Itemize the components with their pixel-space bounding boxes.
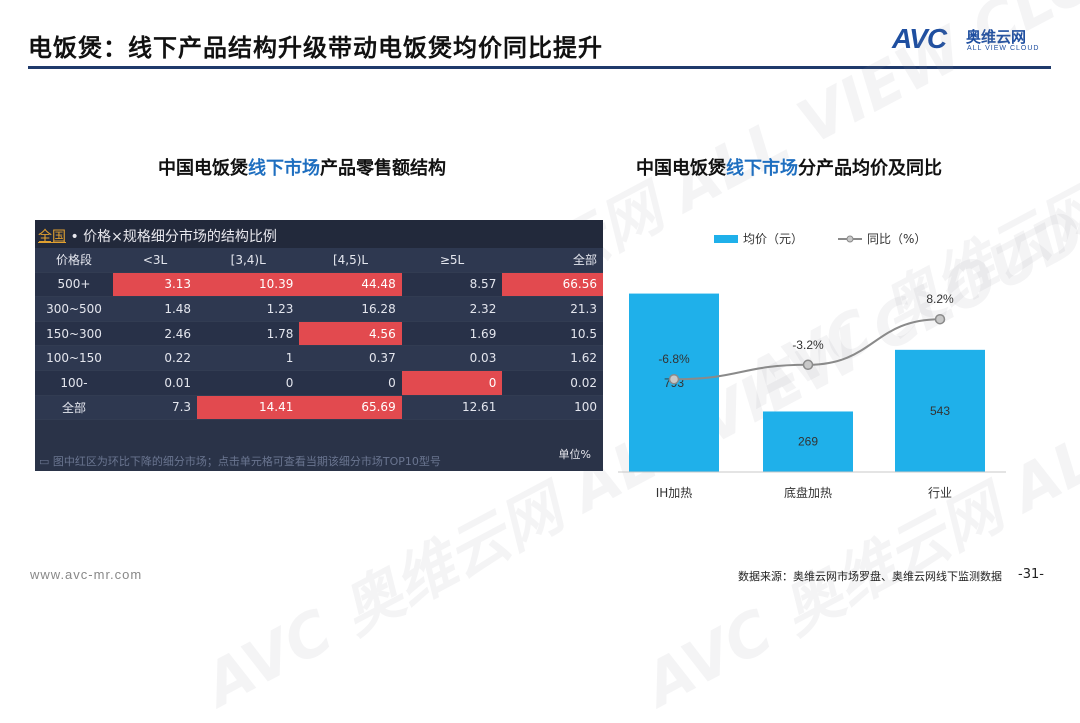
column-header: [3,4)L	[197, 248, 300, 273]
table-cell[interactable]: 16.28	[299, 296, 402, 322]
bar-2	[895, 349, 985, 472]
title-rule	[28, 66, 1051, 69]
row-label: 100-	[35, 370, 113, 396]
logo-en-text: ALL VIEW CLOUD	[967, 45, 1040, 52]
page-title: 电饭煲：线下产品结构升级带动电饭煲均价同比提升	[28, 34, 603, 62]
table-cell[interactable]: 10.39	[197, 272, 300, 298]
table-cell[interactable]: 1.69	[401, 321, 503, 347]
row-label: 300~500	[35, 296, 113, 322]
avg-price-chart: 均价（元）同比（%） 793269543 -6.8%-3.2%8.2% IH加热…	[618, 232, 1006, 500]
x-tick-label: 行业	[928, 486, 952, 500]
table-cell[interactable]: 10.5	[502, 321, 603, 347]
table-cell[interactable]: 0.01	[113, 370, 198, 396]
table-cell[interactable]: 3.13	[113, 272, 198, 298]
legend-line-marker	[846, 235, 854, 243]
table-cell[interactable]: 0.03	[401, 345, 503, 371]
table-cell[interactable]: 100	[502, 395, 603, 421]
table-cell[interactable]: 1.62	[502, 345, 603, 371]
table-row: 全部 7.3 14.41 65.69 12.61 100	[35, 395, 603, 421]
legend-line-label: 同比（%）	[867, 232, 926, 246]
table-cell[interactable]: 7.3	[113, 395, 198, 421]
table-cell[interactable]: 2.32	[401, 296, 503, 322]
logo-cn-text: 奥维云网	[966, 28, 1027, 46]
row-label: 500+	[35, 272, 113, 298]
table-row: 150~300 2.46 1.78 4.56 1.69 10.5	[35, 321, 603, 347]
table-cell[interactable]: 44.48	[299, 272, 402, 298]
right-subtitle: 中国电饭煲线下市场分产品均价及同比	[636, 158, 942, 179]
footer-site[interactable]: www.avc-mr.com	[30, 567, 143, 582]
page-number: -31-	[1018, 567, 1044, 582]
structure-table: 价格段 <3L [3,4)L [4,5)L ≥5L 全部 500+ 3.13 10.39 44.4…	[35, 248, 603, 421]
table-note: ▭ 图中红区为环比下降的细分市场；点击单元格可查看当期该细分市场TOP10型号	[39, 455, 441, 468]
row-label: 100~150	[35, 345, 113, 371]
column-header: ≥5L	[401, 248, 503, 273]
table-cell[interactable]: 0.22	[113, 345, 198, 371]
bar-value-label: 269	[798, 435, 818, 449]
panel-header: 全国 • 价格×规格细分市场的结构比例	[35, 220, 603, 248]
yoy-point-2	[934, 313, 946, 325]
comment-icon: ▭	[39, 455, 53, 468]
table-cell[interactable]: 4.56	[299, 321, 402, 347]
table-cell[interactable]: 0.02	[502, 370, 603, 396]
table-cell[interactable]: 2.46	[113, 321, 198, 347]
yoy-value-label: 8.2%	[926, 292, 954, 306]
table-cell[interactable]: 66.56	[502, 272, 603, 298]
brand-logo: AVC 奥维云网 ALL VIEW CLOUD	[892, 23, 1052, 57]
x-tick-label: IH加热	[656, 486, 693, 500]
legend-bar-label: 均价（元）	[743, 232, 803, 246]
legend-bar-swatch	[714, 235, 738, 243]
table-cell[interactable]: 1.48	[113, 296, 198, 322]
table-cell[interactable]: 0	[401, 370, 503, 396]
table-cell[interactable]: 65.69	[299, 395, 402, 421]
row-label: 150~300	[35, 321, 113, 347]
table-cell[interactable]: 8.57	[401, 272, 503, 298]
x-tick-label: 底盘加热	[784, 485, 832, 500]
table-cell[interactable]: 21.3	[502, 296, 603, 322]
table-row: 500+ 3.13 10.39 44.48 8.57 66.56	[35, 272, 603, 298]
table-row: 100- 0.01 0 0 0 0.02	[35, 370, 603, 396]
yoy-point-1	[802, 359, 814, 371]
table-cell[interactable]: 0	[197, 370, 300, 396]
column-header: <3L	[113, 248, 198, 273]
table-header-row: 价格段 <3L [3,4)L [4,5)L ≥5L 全部	[35, 248, 603, 273]
yoy-value-label: -6.8%	[658, 352, 690, 366]
table-cell[interactable]: 0.37	[299, 345, 402, 371]
footer-source: 数据来源：奥维云网市场罗盘、奥维云网线下监测数据	[738, 570, 1002, 583]
panel-title: 全国 • 价格×规格细分市场的结构比例	[38, 229, 277, 245]
left-subtitle: 中国电饭煲线下市场产品零售额结构	[158, 158, 446, 179]
table-cell[interactable]: 14.41	[197, 395, 300, 421]
table-unit: 单位%	[558, 448, 591, 461]
table-cell[interactable]: 1	[197, 345, 300, 371]
column-header: 全部	[502, 248, 603, 273]
column-header: 价格段	[35, 248, 113, 273]
bar-value-label: 543	[930, 404, 950, 418]
table-cell[interactable]: 12.61	[401, 395, 503, 421]
table-cell[interactable]: 1.23	[197, 296, 300, 322]
table-row: 100~150 0.22 1 0.37 0.03 1.62	[35, 345, 603, 371]
table-cell[interactable]: 0	[299, 370, 402, 396]
structure-table-panel: 全国 • 价格×规格细分市场的结构比例 价格段 <3L [3,4)L [4,5)L ≥5…	[35, 220, 603, 471]
yoy-value-label: -3.2%	[792, 338, 824, 352]
table-row: 300~500 1.48 1.23 16.28 2.32 21.3	[35, 296, 603, 322]
table-cell[interactable]: 1.78	[197, 321, 300, 347]
yoy-point-0	[668, 373, 680, 385]
column-header: [4,5)L	[299, 248, 402, 273]
bar-1	[763, 411, 853, 472]
row-label: 全部	[35, 395, 113, 421]
scope-all-link[interactable]: 全国	[38, 229, 66, 245]
logo-avc-mark: AVC	[892, 23, 947, 54]
